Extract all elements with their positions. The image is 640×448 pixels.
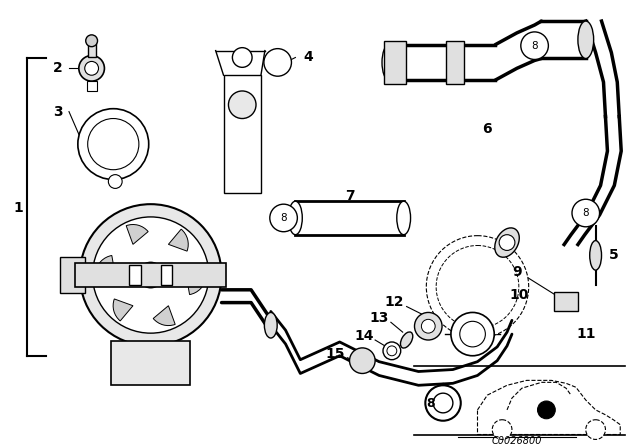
Text: 4: 4 (303, 51, 313, 65)
Ellipse shape (495, 228, 519, 257)
Text: 5: 5 (609, 248, 618, 263)
Bar (446, 41, 464, 84)
Circle shape (421, 319, 435, 333)
Text: C0026800: C0026800 (492, 436, 542, 446)
Wedge shape (168, 229, 188, 251)
Text: 8: 8 (531, 41, 538, 51)
Text: 8: 8 (426, 396, 435, 409)
Ellipse shape (397, 201, 411, 235)
Circle shape (78, 109, 148, 180)
Text: 3: 3 (53, 105, 63, 119)
Wedge shape (186, 275, 205, 295)
Circle shape (426, 236, 529, 338)
Text: 10: 10 (509, 288, 529, 302)
Circle shape (387, 346, 397, 356)
Circle shape (108, 175, 122, 189)
Text: 15: 15 (325, 347, 344, 361)
Ellipse shape (289, 201, 302, 235)
Bar (75, 263, 227, 287)
Bar (88, 41, 95, 56)
Text: 1: 1 (14, 201, 24, 215)
Text: 14: 14 (355, 329, 374, 343)
Circle shape (264, 49, 291, 76)
Bar (384, 41, 406, 84)
Circle shape (460, 321, 485, 347)
Circle shape (538, 401, 556, 419)
Text: 13: 13 (369, 311, 388, 325)
Circle shape (138, 262, 163, 288)
Text: 9: 9 (512, 265, 522, 279)
Text: 7: 7 (345, 190, 355, 203)
Circle shape (572, 199, 600, 227)
Bar (86, 81, 97, 91)
Wedge shape (113, 299, 133, 321)
Circle shape (86, 35, 97, 47)
Bar (223, 75, 261, 194)
Circle shape (436, 246, 519, 328)
Ellipse shape (264, 312, 277, 338)
Wedge shape (126, 224, 148, 244)
Circle shape (80, 204, 221, 346)
Bar (111, 341, 190, 385)
Text: 12: 12 (384, 295, 404, 309)
Text: 11: 11 (576, 327, 596, 341)
Ellipse shape (401, 332, 413, 348)
Bar (161, 265, 172, 285)
Circle shape (499, 235, 515, 250)
Bar (554, 292, 578, 311)
Circle shape (433, 393, 453, 413)
Circle shape (84, 61, 99, 75)
Circle shape (88, 119, 139, 170)
Circle shape (586, 420, 605, 439)
Circle shape (349, 348, 375, 374)
Ellipse shape (382, 45, 396, 80)
Ellipse shape (589, 241, 602, 270)
Text: 8: 8 (582, 208, 589, 218)
Text: 2: 2 (53, 61, 63, 75)
Circle shape (426, 385, 461, 421)
Bar (129, 265, 141, 285)
Text: 6: 6 (483, 122, 492, 136)
Circle shape (415, 312, 442, 340)
Circle shape (521, 32, 548, 60)
Circle shape (232, 47, 252, 67)
Circle shape (79, 56, 104, 81)
Circle shape (93, 217, 209, 333)
Circle shape (492, 420, 512, 439)
Bar (60, 257, 84, 293)
Ellipse shape (578, 21, 594, 59)
Circle shape (383, 342, 401, 360)
Text: 8: 8 (280, 213, 287, 223)
Circle shape (228, 91, 256, 119)
Circle shape (451, 312, 494, 356)
Wedge shape (153, 306, 175, 326)
Wedge shape (96, 255, 115, 275)
Circle shape (270, 204, 298, 232)
